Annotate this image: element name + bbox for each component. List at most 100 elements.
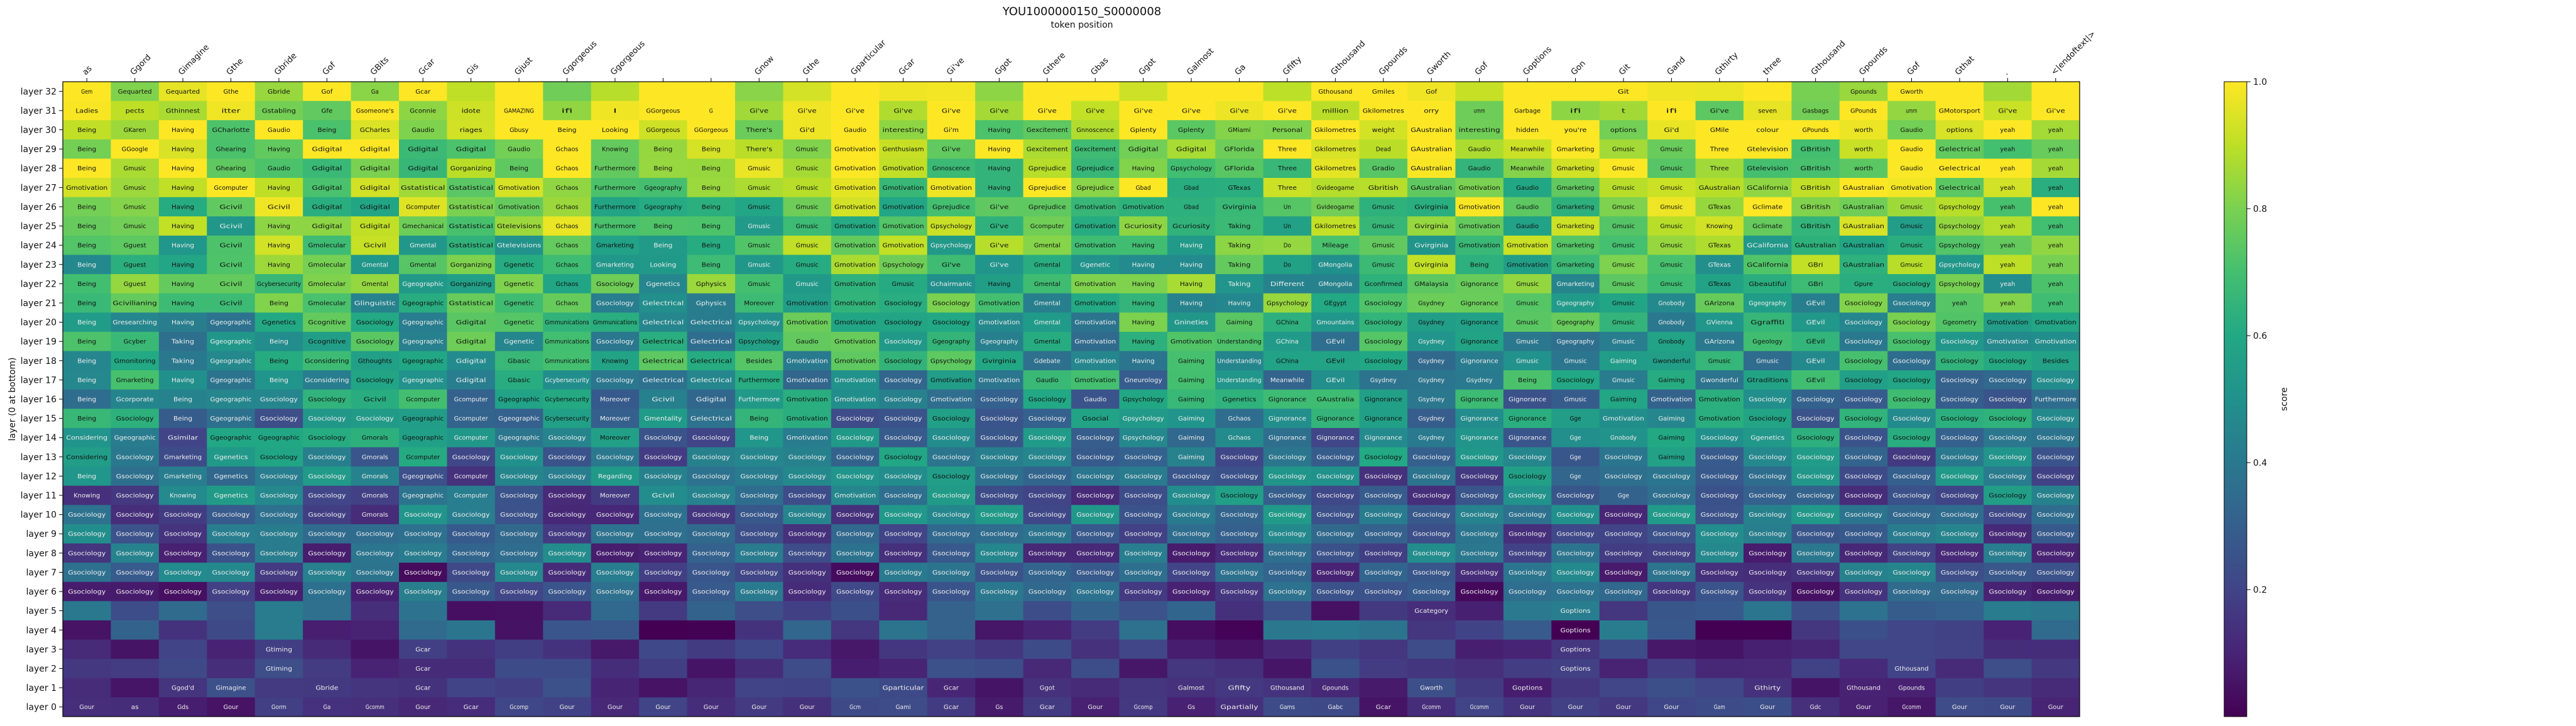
heatmap-cell-label: Gwonderful xyxy=(1701,377,1738,384)
heatmap-cell-label: Gcar xyxy=(944,704,959,711)
heatmap-cell-label: yeah xyxy=(2000,146,2015,153)
heatmap-cell xyxy=(1023,351,1072,371)
heatmap-cell-label: Being xyxy=(77,377,96,384)
heatmap-cell xyxy=(1695,370,1744,390)
heatmap-cell-label: Gi'd xyxy=(800,127,815,134)
heatmap-cell-label: Gpsychology xyxy=(1939,243,1980,250)
heatmap-cell-label: Gsociology xyxy=(932,512,970,519)
heatmap-cell xyxy=(399,82,447,102)
heatmap-cell-label: Gmotivation xyxy=(1074,204,1116,211)
heatmap-cell xyxy=(1887,120,1936,140)
heatmap-cell-label: Gmusic xyxy=(892,281,915,288)
heatmap-cell xyxy=(351,82,400,102)
heatmap-cell xyxy=(1119,678,1168,698)
heatmap-cell-label: Gsociology xyxy=(1941,531,1978,538)
heatmap-cell xyxy=(158,139,207,159)
heatmap-cell xyxy=(735,370,783,390)
heatmap-cell-label: Gsociology xyxy=(1893,415,1931,422)
y-tick-label: layer 21 xyxy=(21,299,57,309)
heatmap-cell xyxy=(1647,197,1696,217)
heatmap-cell xyxy=(639,120,688,140)
heatmap-cell xyxy=(494,351,543,371)
heatmap-cell-label: Gprejudice xyxy=(1076,165,1114,172)
heatmap-cell-label: Having xyxy=(172,127,194,134)
heatmap-cell-label: Gmotivation xyxy=(787,358,828,365)
heatmap-cell xyxy=(1551,178,1600,198)
heatmap-cell xyxy=(158,639,207,659)
heatmap-cell xyxy=(254,158,303,179)
heatmap-cell-label: Gsociology xyxy=(885,454,922,461)
heatmap-cell-label: Gmotivation xyxy=(931,377,972,384)
x-tick-label: Gof xyxy=(1906,60,1923,77)
heatmap-cell-label: Gmotivation xyxy=(931,185,972,192)
heatmap-cell xyxy=(494,678,543,698)
heatmap-cell xyxy=(447,659,496,679)
heatmap-cell-label: Meanwhile xyxy=(1510,146,1544,153)
heatmap-cell xyxy=(1263,216,1312,236)
y-tick-label: layer 18 xyxy=(21,356,57,366)
heatmap-cell-label: Gsociology xyxy=(1893,589,1931,596)
heatmap-cell-label: Gsociology xyxy=(1221,473,1258,480)
heatmap-cell xyxy=(1071,120,1120,140)
heatmap-cell xyxy=(2031,678,2080,698)
heatmap-cell-label: Gignorance xyxy=(1461,358,1498,365)
x-tick-label: Gthat xyxy=(1953,54,1976,77)
heatmap-cell xyxy=(303,274,352,294)
heatmap-cell-label: Gthirty xyxy=(1754,685,1781,692)
heatmap-cell xyxy=(543,678,592,698)
heatmap-cell xyxy=(1071,312,1120,333)
heatmap-cell-label: Gmotivation xyxy=(834,397,876,404)
heatmap-cell-label: Ga xyxy=(371,89,379,96)
heatmap-cell-label: Gsociology xyxy=(260,531,298,538)
heatmap-cell-label: Having xyxy=(172,146,194,153)
heatmap-cell-label: Gsociology xyxy=(1461,454,1498,461)
heatmap-cell-label: Gcivil xyxy=(220,281,243,288)
heatmap-cell-label: Gsociology xyxy=(1893,531,1931,538)
heatmap-cell xyxy=(975,659,1024,679)
heatmap-cell xyxy=(1455,639,1504,659)
heatmap-cell xyxy=(1023,158,1072,179)
heatmap-cell-label: Gpounds xyxy=(1322,685,1348,692)
heatmap-cell-label: Gsociology xyxy=(885,319,922,326)
heatmap-cell-label: Having xyxy=(172,319,194,326)
heatmap-cell-label: Gsociology xyxy=(1172,589,1210,596)
heatmap-cell-label: Gsociology xyxy=(836,569,874,576)
heatmap-cell xyxy=(1407,659,1456,679)
heatmap-cell xyxy=(254,101,303,121)
heatmap-cell-label: Gorganizing xyxy=(450,165,492,172)
heatmap-cell xyxy=(1744,370,1792,390)
heatmap-cell-label: Gmorals xyxy=(362,512,388,519)
heatmap-cell-label: Furthermore xyxy=(2035,397,2077,404)
heatmap-cell-label: Gsociology xyxy=(836,454,874,461)
heatmap-cell-label: Gpsychology xyxy=(1123,435,1164,442)
heatmap-cell xyxy=(975,178,1024,198)
heatmap-cell-label: Gmotivation xyxy=(1123,204,1164,211)
heatmap-cell-label: Gignorance xyxy=(1461,319,1498,326)
heatmap-cell-label: Gmarketing xyxy=(1557,261,1595,268)
heatmap-cell-label: Un xyxy=(1284,223,1291,230)
heatmap-cell-label: Gi've xyxy=(1278,107,1297,114)
heatmap-cell xyxy=(1839,158,1888,179)
heatmap-cell xyxy=(1359,235,1408,255)
heatmap-cell-label: Ggeography xyxy=(644,185,682,192)
heatmap-cell xyxy=(111,158,160,179)
heatmap-cell-label: Gcybersecurity xyxy=(257,281,301,288)
heatmap-cell-label: Besides xyxy=(2043,358,2069,365)
heatmap-cell-label: Being xyxy=(702,223,721,230)
heatmap-cell-label: Gmusic xyxy=(1660,185,1683,192)
heatmap-cell-label: Gmarketing xyxy=(1557,146,1595,153)
heatmap-cell xyxy=(879,101,928,121)
heatmap-cell xyxy=(2031,370,2080,390)
heatmap-cell xyxy=(783,293,832,313)
heatmap-cell xyxy=(1119,158,1168,179)
heatmap-cell xyxy=(735,82,783,102)
heatmap-cell-label: Gsociology xyxy=(1316,569,1354,576)
heatmap-cell xyxy=(1695,331,1744,351)
heatmap-cell-label: Gmusic xyxy=(1612,281,1635,288)
heatmap-cell-label: Dead xyxy=(1376,146,1391,153)
heatmap-cell xyxy=(1791,216,1840,236)
x-tick-label: Gcar xyxy=(897,57,918,77)
heatmap-cell-label: Gsomeone's xyxy=(356,107,394,114)
heatmap-cell-label: Gsociology xyxy=(1605,531,1642,538)
heatmap-cell-label: Gi've xyxy=(1134,107,1153,114)
